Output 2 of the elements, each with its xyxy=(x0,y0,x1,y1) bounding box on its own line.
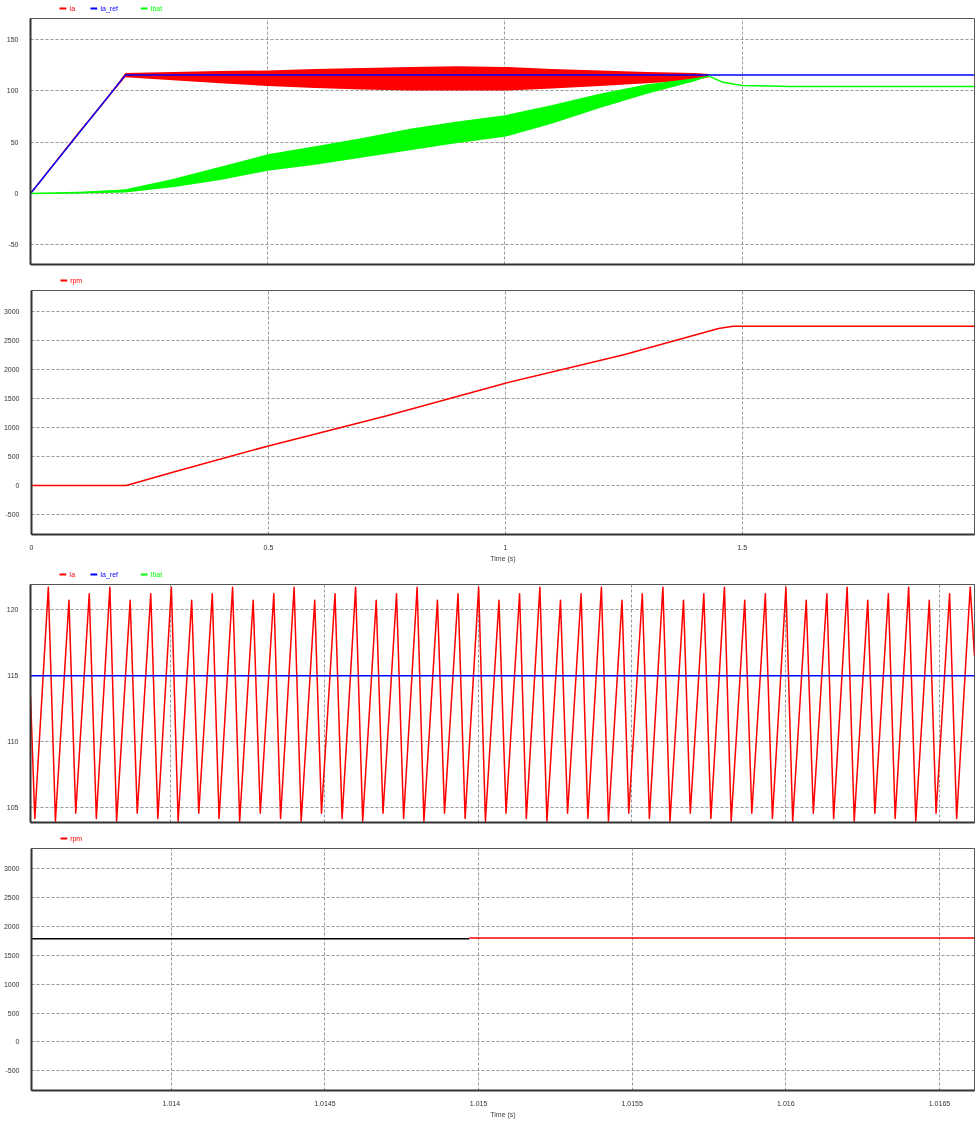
line-series xyxy=(31,325,975,487)
line-series xyxy=(30,586,975,822)
